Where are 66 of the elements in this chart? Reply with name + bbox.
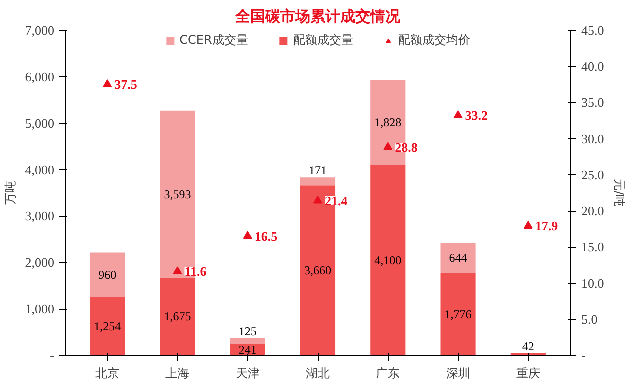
y2-tick-label: -: [582, 348, 586, 363]
data-label: 11.6: [184, 264, 208, 280]
y-tick-label: 7,000: [25, 23, 54, 38]
bar: [440, 243, 476, 274]
y-axis-title: 万吨: [3, 181, 18, 205]
point: [103, 80, 112, 88]
point: [524, 221, 533, 230]
y-tick-label: 5,000: [25, 116, 54, 131]
bar: [300, 178, 336, 186]
bar: [230, 338, 266, 344]
point: [384, 142, 393, 150]
y2-tick-label: 40.0: [582, 59, 604, 74]
legend-label: 配额成交均价: [398, 32, 470, 49]
legend-label: 配额成交量: [293, 32, 354, 49]
data-label: 125: [238, 324, 257, 339]
data-label: 17.9: [535, 218, 559, 234]
bar: [160, 278, 196, 356]
data-label: 16.5: [254, 228, 278, 244]
y-tick-label: 1,000: [25, 302, 54, 317]
x-tick-label: 天津: [236, 366, 260, 380]
x-tick-label: 深圳: [446, 366, 470, 380]
y2-tick-label: 30.0: [582, 131, 604, 146]
data-label: 1,254: [94, 319, 122, 334]
data-label: 1,828: [374, 116, 402, 130]
data-label: 28.8: [395, 140, 418, 155]
data-label: 3,593: [164, 187, 192, 202]
point: [243, 231, 252, 240]
point: [173, 266, 182, 275]
point: [454, 110, 463, 119]
y2-tick-label: 5.0: [582, 312, 598, 327]
y2-axis-title: 元/吨: [612, 178, 626, 208]
x-tick-label: 北京: [96, 366, 120, 380]
data-label: 37.5: [114, 77, 138, 92]
data-label: 4,100: [374, 253, 402, 268]
x-tick-label: 湖北: [306, 366, 330, 380]
data-label: 33.2: [465, 108, 488, 124]
y2-tick-label: 35.0: [582, 95, 604, 110]
x-tick-label: 重庆: [516, 366, 540, 380]
data-label: 644: [449, 251, 468, 266]
y2-tick-label: 20.0: [582, 204, 604, 219]
legend-label: CCER成交量: [180, 32, 248, 49]
x-tick-label: 广东: [376, 366, 400, 380]
x-tick-label: 上海: [166, 366, 190, 380]
y2-tick-label: 45.0: [582, 23, 604, 38]
y2-tick-label: 15.0: [582, 240, 604, 255]
bar: [370, 165, 406, 356]
y-tick-label: 3,000: [25, 208, 54, 224]
point: [314, 196, 322, 204]
data-label: 171: [309, 164, 327, 178]
data-label: 1,776: [444, 307, 472, 322]
bar: [90, 252, 126, 298]
bar: [440, 273, 476, 356]
data-label: 3,660: [304, 264, 332, 278]
bar: [90, 297, 126, 356]
y-tick-label: 2,000: [25, 255, 54, 270]
data-label: 960: [98, 268, 117, 282]
y-tick-label: -: [50, 348, 55, 363]
y2-tick-label: 25.0: [582, 167, 604, 182]
data-label: 1,675: [164, 310, 192, 324]
chart-title: 全国碳市场累计成交情况: [234, 8, 402, 26]
data-label: 21.4: [325, 193, 348, 208]
data-label: 42: [522, 340, 534, 354]
y-tick-label: 4,000: [25, 162, 54, 178]
data-label: 241: [238, 342, 257, 357]
y-tick-label: 6,000: [25, 69, 54, 84]
y2-tick-label: 10.0: [582, 276, 604, 291]
